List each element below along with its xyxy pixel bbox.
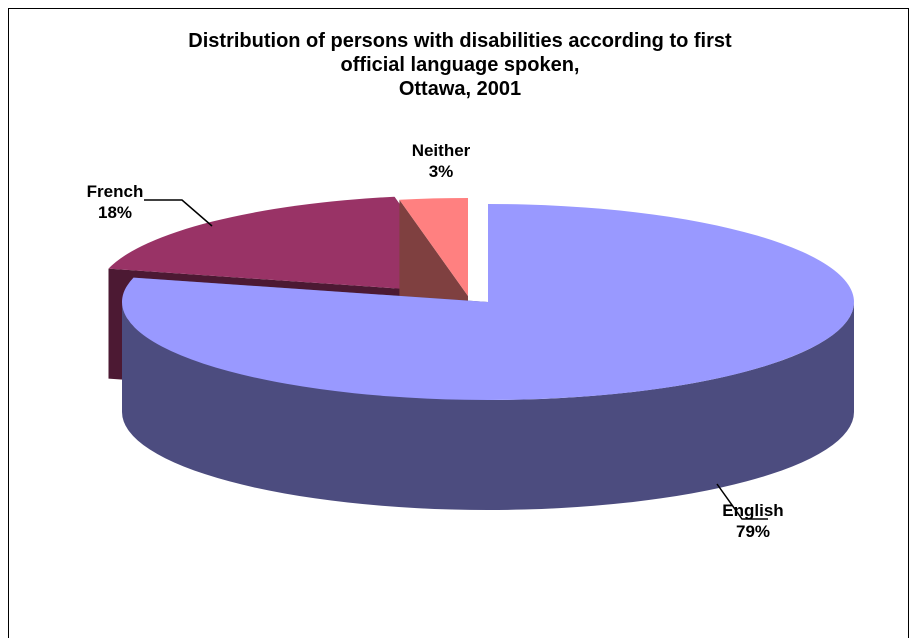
pie-slice-english <box>121 204 855 510</box>
data-label-english-value: 79% <box>735 522 771 541</box>
chart-title-line-3: Ottawa, 2001 <box>398 78 522 100</box>
chart-title: Distribution of persons with disabilitie… <box>0 29 920 101</box>
data-label-french: French 18% <box>45 181 185 223</box>
leader-line-english <box>716 483 768 520</box>
data-label-neither-value: 3% <box>428 162 454 181</box>
data-label-french-name: French <box>86 182 144 201</box>
chart-title-line-2: official language spoken, <box>340 54 580 76</box>
pie-top-english <box>121 204 855 400</box>
data-label-english: English 79% <box>683 500 823 542</box>
data-label-english-name: English <box>722 501 784 520</box>
data-label-neither-name: Neither <box>411 141 471 160</box>
leader-line-french <box>144 199 213 227</box>
pie-top-french <box>108 196 463 293</box>
data-label-neither: Neither 3% <box>371 140 511 182</box>
chart-title-line-1: Distribution of persons with disabilitie… <box>188 30 732 52</box>
pie-top-neither <box>399 198 468 296</box>
pie-rim-english <box>122 302 854 510</box>
data-label-french-value: 18% <box>97 203 133 222</box>
